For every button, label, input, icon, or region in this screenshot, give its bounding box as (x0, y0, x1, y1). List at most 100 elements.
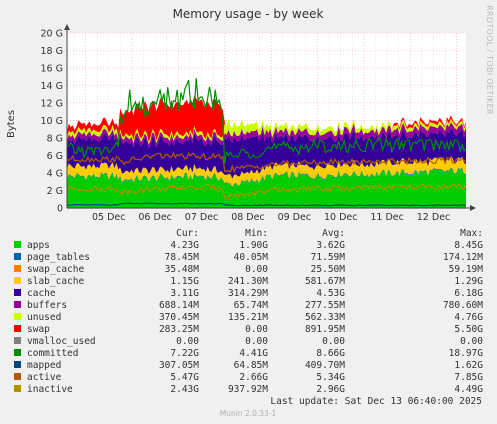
legend-name-mapped: mapped (27, 360, 61, 371)
legend-value-min: 0.00 (245, 324, 268, 335)
legend-name-swap_cache: swap_cache (27, 264, 84, 275)
legend-value-max: 59.19M (449, 264, 484, 275)
legend-name-unused: unused (27, 312, 61, 323)
legend-value-min: 0.00 (245, 336, 268, 347)
legend-name-inactive: inactive (27, 384, 73, 395)
x-tick-label: 09 Dec (278, 212, 312, 223)
legend-value-cur: 7.22G (170, 348, 199, 359)
legend-value-avg: 2.96G (316, 384, 345, 395)
legend-value-max: 18.97G (449, 348, 484, 359)
legend-column-header: Avg: (322, 228, 345, 239)
y-tick-label: 20 G (41, 29, 63, 40)
y-tick-label: 0 (57, 204, 63, 215)
legend-swatch-inactive (14, 385, 21, 392)
legend-name-buffers: buffers (27, 300, 67, 311)
legend-value-avg: 562.33M (305, 312, 345, 323)
legend-column-header: Cur: (176, 228, 199, 239)
series-area-cache (67, 128, 466, 179)
legend-value-min: 40.05M (234, 252, 269, 263)
legend-swatch-page_tables (14, 253, 21, 260)
legend-name-committed: committed (27, 348, 78, 359)
y-tick-label: 2 G (47, 186, 63, 197)
legend-value-cur: 3.11G (170, 288, 199, 299)
legend-name-active: active (27, 372, 62, 383)
legend-swatch-active (14, 373, 21, 380)
x-tick-label: 11 Dec (370, 212, 404, 223)
legend-value-cur: 370.45M (159, 312, 199, 323)
legend-value-cur: 35.48M (165, 264, 200, 275)
legend-swatch-swap (14, 325, 21, 332)
legend-value-max: 1.62G (454, 360, 483, 371)
y-tick-label: 14 G (41, 81, 63, 92)
legend-value-avg: 277.55M (305, 300, 345, 311)
y-tick-label: 6 G (47, 151, 63, 162)
legend-value-cur: 688.14M (159, 300, 199, 311)
y-tick-label: 10 G (41, 116, 63, 127)
legend-value-cur: 2.43G (170, 384, 199, 395)
legend-value-avg: 0.00 (322, 336, 345, 347)
legend-value-min: 4.41G (239, 348, 268, 359)
legend-value-avg: 4.53G (316, 288, 345, 299)
x-tick-label: 10 Dec (324, 212, 358, 223)
y-axis-arrow (64, 24, 70, 30)
legend-value-avg: 409.70M (305, 360, 345, 371)
legend-value-avg: 25.50M (311, 264, 346, 275)
legend-value-avg: 71.59M (311, 252, 346, 263)
legend-name-vmalloc_used: vmalloc_used (27, 336, 96, 347)
legend-value-cur: 4.23G (170, 240, 199, 251)
x-tick-label: 08 Dec (231, 212, 265, 223)
legend-swatch-mapped (14, 361, 21, 368)
series-area-unused (67, 118, 466, 145)
legend: Cur: Min: Avg: Max: apps 4.23G 1.90G 3.62G 8.45G… (14, 228, 483, 395)
legend-value-max: 4.76G (454, 312, 483, 323)
x-axis-ticks: 05 Dec 06 Dec 07 Dec 08 Dec 09 Dec 10 Dec 11 D… (92, 212, 450, 223)
y-tick-label: 4 G (47, 169, 63, 180)
legend-swatch-committed (14, 349, 21, 356)
x-axis-arrow (470, 205, 476, 211)
legend-value-max: 6.18G (454, 288, 483, 299)
x-tick-label: 07 Dec (185, 212, 219, 223)
y-tick-label: 16 G (41, 64, 63, 75)
series-line-inactive (66, 183, 467, 200)
legend-column-header: Min: (245, 228, 268, 239)
legend-name-apps: apps (27, 240, 50, 251)
legend-value-min: 937.92M (228, 384, 268, 395)
legend-swatch-vmalloc_used (14, 337, 21, 344)
legend-value-avg: 5.34G (316, 372, 345, 383)
legend-value-min: 314.29M (228, 288, 268, 299)
series-line-mapped (66, 202, 466, 207)
y-tick-label: 8 G (47, 134, 63, 145)
series-area-swap (67, 95, 466, 142)
legend-swatch-unused (14, 313, 21, 320)
series-area-page_tables (67, 167, 466, 188)
plot-series (66, 78, 467, 209)
legend-value-min: 1.90G (239, 240, 268, 251)
series-area-slab_cache (67, 156, 466, 187)
y-axis-label: Bytes (6, 110, 17, 138)
legend-value-min: 135.21M (228, 312, 268, 323)
legend-value-min: 2.66G (239, 372, 268, 383)
legend-swatch-swap_cache (14, 265, 21, 272)
legend-column-header: Max: (460, 228, 483, 239)
last-update: Last update: Sat Dec 13 06:40:00 2025 (270, 396, 482, 407)
legend-value-max: 1.29G (454, 276, 483, 287)
legend-swatch-buffers (14, 301, 21, 308)
legend-name-slab_cache: slab_cache (27, 276, 84, 287)
legend-value-max: 0.00 (460, 336, 483, 347)
legend-swatch-slab_cache (14, 277, 21, 284)
legend-value-cur: 283.25M (159, 324, 199, 335)
legend-value-avg: 891.95M (305, 324, 345, 335)
series-line-committed (66, 78, 467, 164)
legend-value-min: 64.85M (234, 360, 269, 371)
legend-value-min: 241.30M (228, 276, 268, 287)
legend-value-max: 7.85G (454, 372, 483, 383)
x-tick-label: 12 Dec (417, 212, 451, 223)
legend-value-max: 5.50G (454, 324, 483, 335)
series-area-apps (67, 168, 466, 208)
legend-value-max: 4.49G (454, 384, 483, 395)
y-tick-label: 18 G (41, 46, 63, 57)
legend-name-page_tables: page_tables (27, 252, 90, 263)
legend-value-avg: 3.62G (316, 240, 345, 251)
legend-value-max: 780.60M (443, 300, 483, 311)
